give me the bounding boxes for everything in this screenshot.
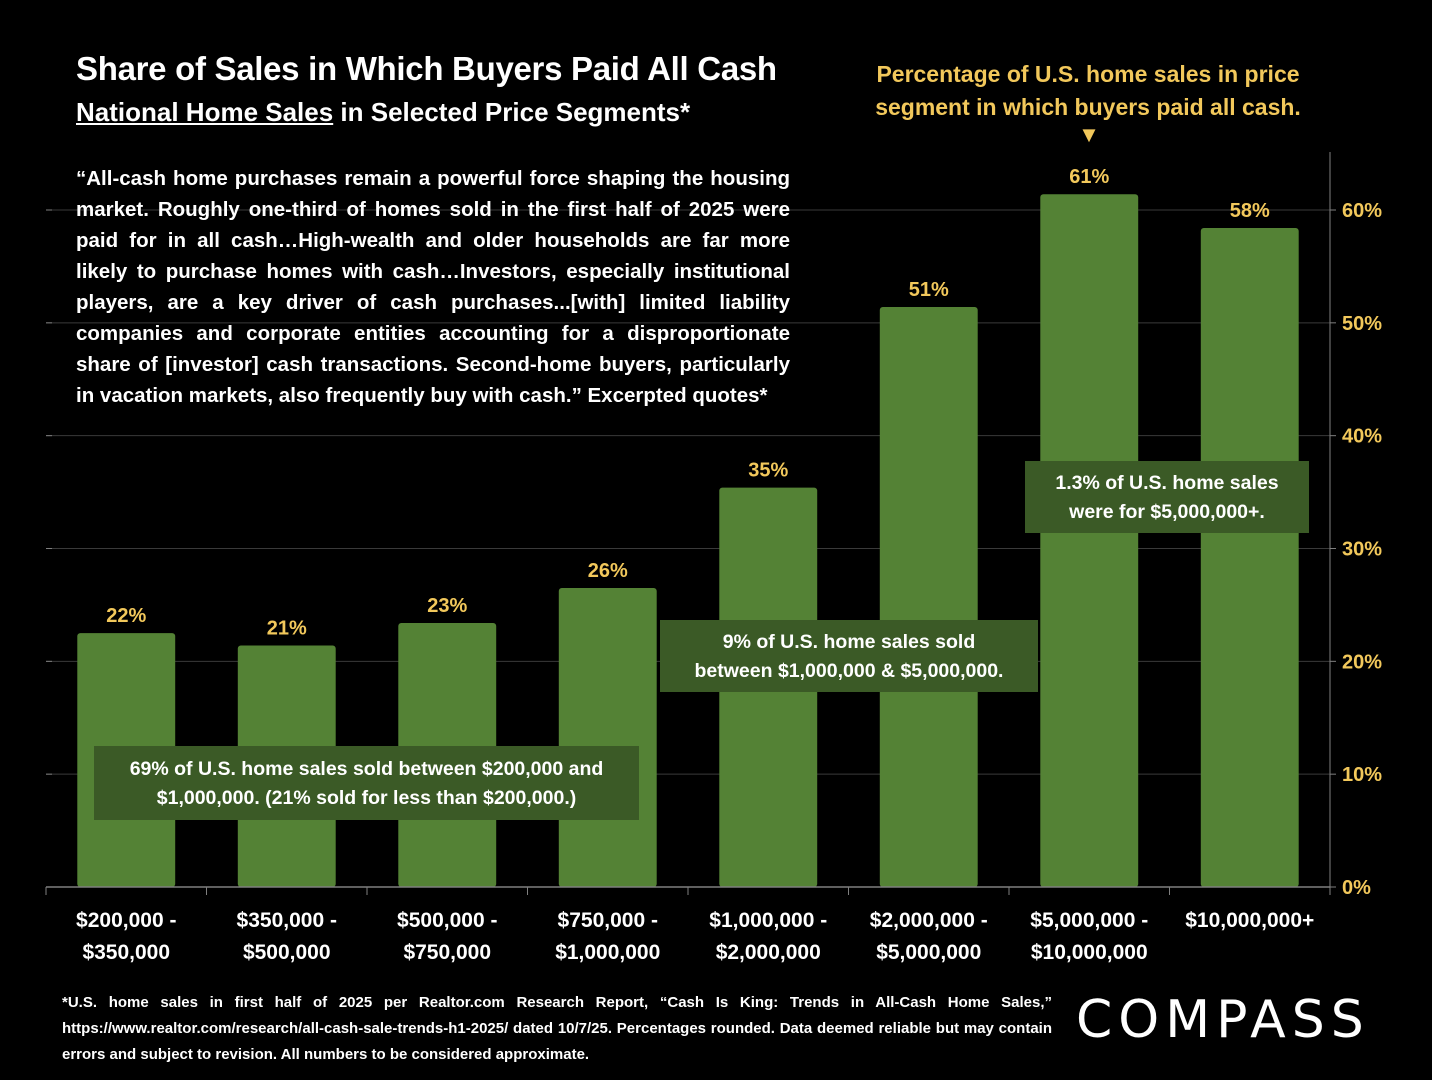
annotation-mid-line-2: between $1,000,000 & $5,000,000.: [694, 660, 1004, 682]
data-label: 35%: [748, 460, 788, 482]
y-tick-label: 50%: [1342, 313, 1382, 335]
annotation-high-line-1: 1.3% of U.S. home sales: [1055, 472, 1279, 494]
x-tick-label: $350,000: [82, 941, 170, 964]
bar: [1040, 194, 1139, 887]
data-label: 26%: [588, 560, 628, 582]
x-tick-label: $10,000,000: [1031, 941, 1148, 964]
x-tick-label: $10,000,000+: [1185, 909, 1314, 932]
x-tick-label: $1,000,000 -: [709, 909, 827, 932]
annotation-high-segment: 1.3% of U.S. home sales were for $5,000,…: [1025, 461, 1309, 533]
x-tick-label: $350,000 -: [237, 909, 337, 932]
x-tick-label: $200,000 -: [76, 909, 176, 932]
x-tick-label: $5,000,000: [876, 941, 981, 964]
annotation-low-line-1: 69% of U.S. home sales sold between $200…: [129, 758, 604, 780]
data-label: 22%: [106, 605, 146, 627]
compass-logo: COMPASS: [1076, 990, 1370, 1050]
x-tick-label: $750,000 -: [558, 909, 658, 932]
y-tick-label: 20%: [1342, 651, 1382, 673]
data-label: 21%: [267, 618, 307, 640]
chart-title: Share of Sales in Which Buyers Paid All …: [76, 50, 777, 87]
annotation-high-line-2: were for $5,000,000+.: [1069, 501, 1265, 523]
data-label: 61%: [1069, 166, 1109, 188]
annotation-low-line-2: $1,000,000. (21% sold for less than $200…: [156, 787, 577, 809]
y-tick-label: 40%: [1342, 426, 1382, 448]
data-label: 51%: [909, 279, 949, 301]
x-tick-label: $2,000,000: [716, 941, 821, 964]
y-tick-label: 0%: [1342, 877, 1371, 899]
y-tick-label: 10%: [1342, 764, 1382, 786]
x-tick-label: $750,000: [403, 941, 491, 964]
callout-arrow-icon: ▼: [1078, 122, 1100, 147]
quote-text: “All-cash home purchases remain a powerf…: [76, 167, 790, 407]
y-tick-label: 30%: [1342, 539, 1382, 561]
bar: [1200, 228, 1299, 887]
callout-text: Percentage of U.S. home sales in price s…: [875, 61, 1301, 120]
data-label: 58%: [1230, 200, 1270, 222]
y-tick-label: 60%: [1342, 200, 1382, 222]
x-tick-label: $1,000,000: [555, 941, 660, 964]
annotation-low-segment: 69% of U.S. home sales sold between $200…: [94, 746, 639, 820]
bar: [879, 307, 978, 888]
data-label: 23%: [427, 595, 467, 617]
x-tick-label: $500,000: [243, 941, 331, 964]
subtitle-underlined: National Home Sales: [76, 97, 334, 127]
subtitle-rest: in Selected Price Segments*: [333, 97, 691, 127]
chart-subtitle: National Home Sales in Selected Price Se…: [76, 97, 690, 128]
footnote: *U.S. home sales in first half of 2025 p…: [62, 994, 1052, 1063]
annotation-mid-segment: 9% of U.S. home sales sold between $1,00…: [660, 620, 1038, 692]
bar: [558, 587, 657, 887]
x-tick-label: $5,000,000 -: [1030, 909, 1148, 932]
annotation-mid-line-1: 9% of U.S. home sales sold: [722, 631, 976, 653]
x-tick-label: $2,000,000 -: [870, 909, 988, 932]
x-tick-label: $500,000 -: [397, 909, 497, 932]
